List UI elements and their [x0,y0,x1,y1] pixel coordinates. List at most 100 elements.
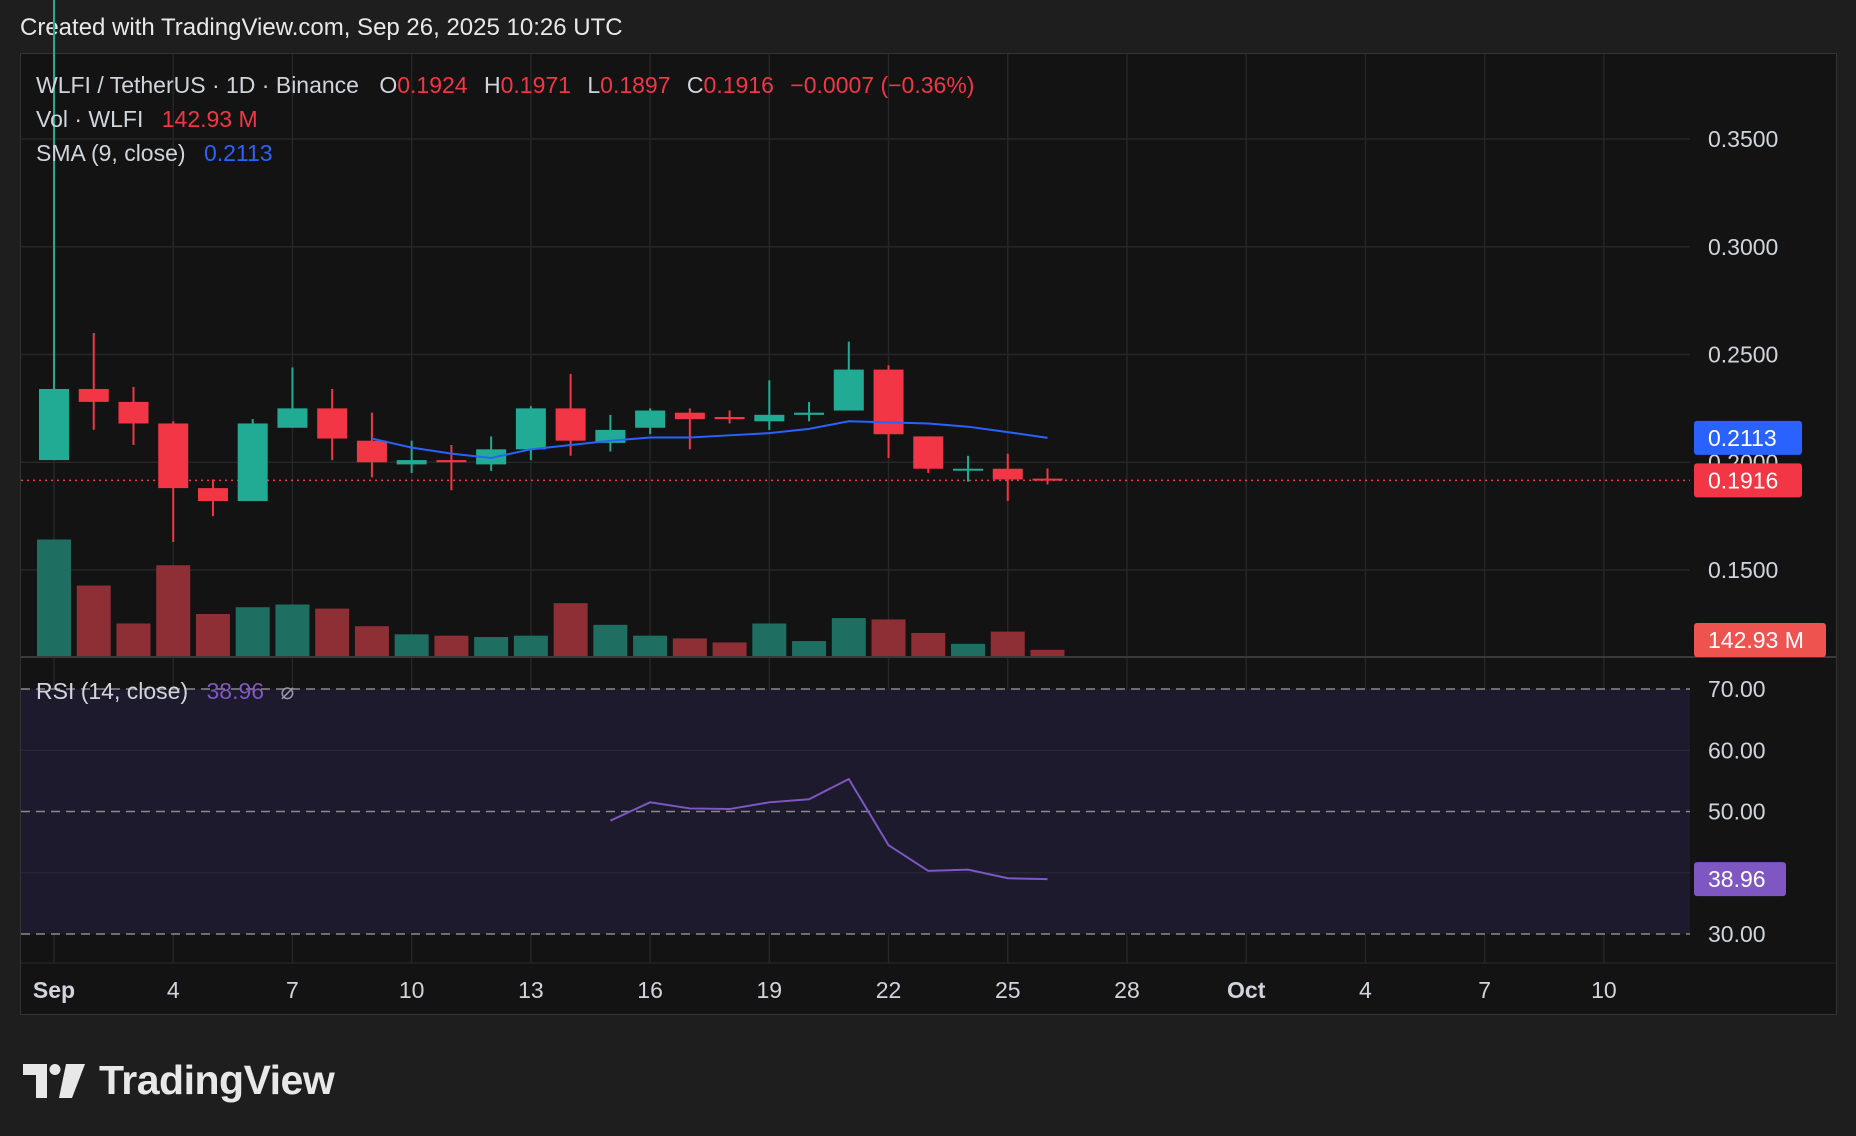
candle [158,421,189,542]
candle [595,414,626,452]
volume-bar [315,608,350,656]
candle-body [317,408,348,439]
price-tick-label: 0.1500 [1708,557,1778,583]
volume-bar [792,641,827,656]
hide-indicator-icon[interactable]: ⌀ [280,678,295,704]
volume-bar [871,619,906,656]
volume-bar [911,632,946,656]
candle [754,380,785,430]
candle [277,367,308,428]
candle-body [197,488,228,502]
candle [515,406,546,461]
rsi-tick-label: 30.00 [1708,921,1766,947]
volume-bar [434,635,469,656]
candle [794,401,825,422]
volume-bar [354,626,389,656]
candle [356,412,387,478]
ohlc-legend: WLFI / TetherUS · 1D · Binance O0.1924 H… [36,72,974,99]
candle [833,341,864,411]
volume-bar [672,638,707,656]
time-tick-label: 13 [518,977,544,1003]
volume-badge-bg [1694,623,1826,657]
time-tick-label: Sep [33,977,75,1003]
candle-body [635,410,666,428]
candle [237,419,268,502]
volume-bar [951,643,986,656]
rsi-value: 38.96 [206,678,265,704]
volume-bar [116,623,151,656]
volume-bar [1030,649,1065,656]
volume-bar [633,635,668,656]
created-with-header: Created with TradingView.com, Sep 26, 20… [20,14,623,41]
volume-bar [156,565,191,656]
candle-body [953,468,984,471]
time-tick-label: 16 [637,977,663,1003]
volume-bars [37,539,1065,656]
rsi-legend: RSI (14, close) 38.96 ⌀ [36,678,294,705]
time-tick-label: 7 [286,977,299,1003]
candle [555,373,586,456]
tradingview-logo-icon [23,1063,85,1098]
candle [714,410,745,424]
rsi-line [609,777,1048,881]
volume-label[interactable]: Vol · WLFI [36,106,144,132]
rsi-tick-label: 50.00 [1708,799,1766,825]
volume-badge: 142.93 M [1694,623,1826,657]
candle-body [39,388,69,461]
volume-bar [553,603,588,656]
time-tick-label: 10 [1591,977,1617,1003]
sma-line [371,420,1048,459]
volume-value: 142.93 M [161,106,258,132]
sma-legend: SMA (9, close) 0.2113 [36,140,273,167]
time-tick-label: 10 [399,977,425,1003]
volume-bar [513,635,548,656]
volume-bar [593,624,628,656]
sma-label[interactable]: SMA (9, close) [36,140,186,166]
candle [674,408,705,450]
candle-body [992,468,1023,480]
sma-price-badge-text: 0.2113 [1708,425,1777,451]
low-label: L [587,72,601,98]
candle-body [158,423,189,489]
volume-bar [235,607,270,656]
tradingview-logo-text: TradingView [99,1057,335,1103]
last-price-badge-text: 0.1916 [1708,467,1778,493]
last-price-badge: 0.1916 [1694,463,1802,498]
candle-body [476,449,507,465]
high-label: H [484,72,501,98]
volume-bar [990,631,1025,656]
candle [913,436,944,474]
candle [476,436,507,471]
candle-body [78,388,109,402]
price-tick-label: 0.3500 [1708,126,1778,152]
rsi-tick-label: 60.00 [1708,737,1766,763]
candle-body [674,412,705,420]
candle [635,408,666,435]
rsi-label[interactable]: RSI (14, close) [36,678,189,704]
tradingview-logo[interactable]: TradingView [23,1057,335,1104]
candle-body [1032,478,1063,481]
time-tick-label: 28 [1114,977,1140,1003]
candle [78,332,109,430]
candle-body [396,460,427,465]
volume-bar [831,618,866,656]
last-price-badge-bg [1694,463,1802,498]
volume-bar [394,634,429,656]
time-tick-label: 7 [1478,977,1491,1003]
volume-bar [712,642,747,656]
volume-bar [474,637,509,656]
rsi-value-badge-bg [1694,862,1786,897]
rsi-tick-label: 70.00 [1708,676,1766,702]
symbol-label[interactable]: WLFI / TetherUS · 1D · Binance [36,72,359,98]
volume-bar [195,613,230,656]
candle-body [277,408,308,428]
candle-body [714,416,745,420]
candle-body [873,369,904,435]
sma-price-badge-bg [1694,420,1802,455]
candle [396,440,427,474]
open-label: O [379,72,398,98]
candle-body [555,408,586,441]
candle [1032,468,1063,485]
time-tick-label: 22 [876,977,902,1003]
